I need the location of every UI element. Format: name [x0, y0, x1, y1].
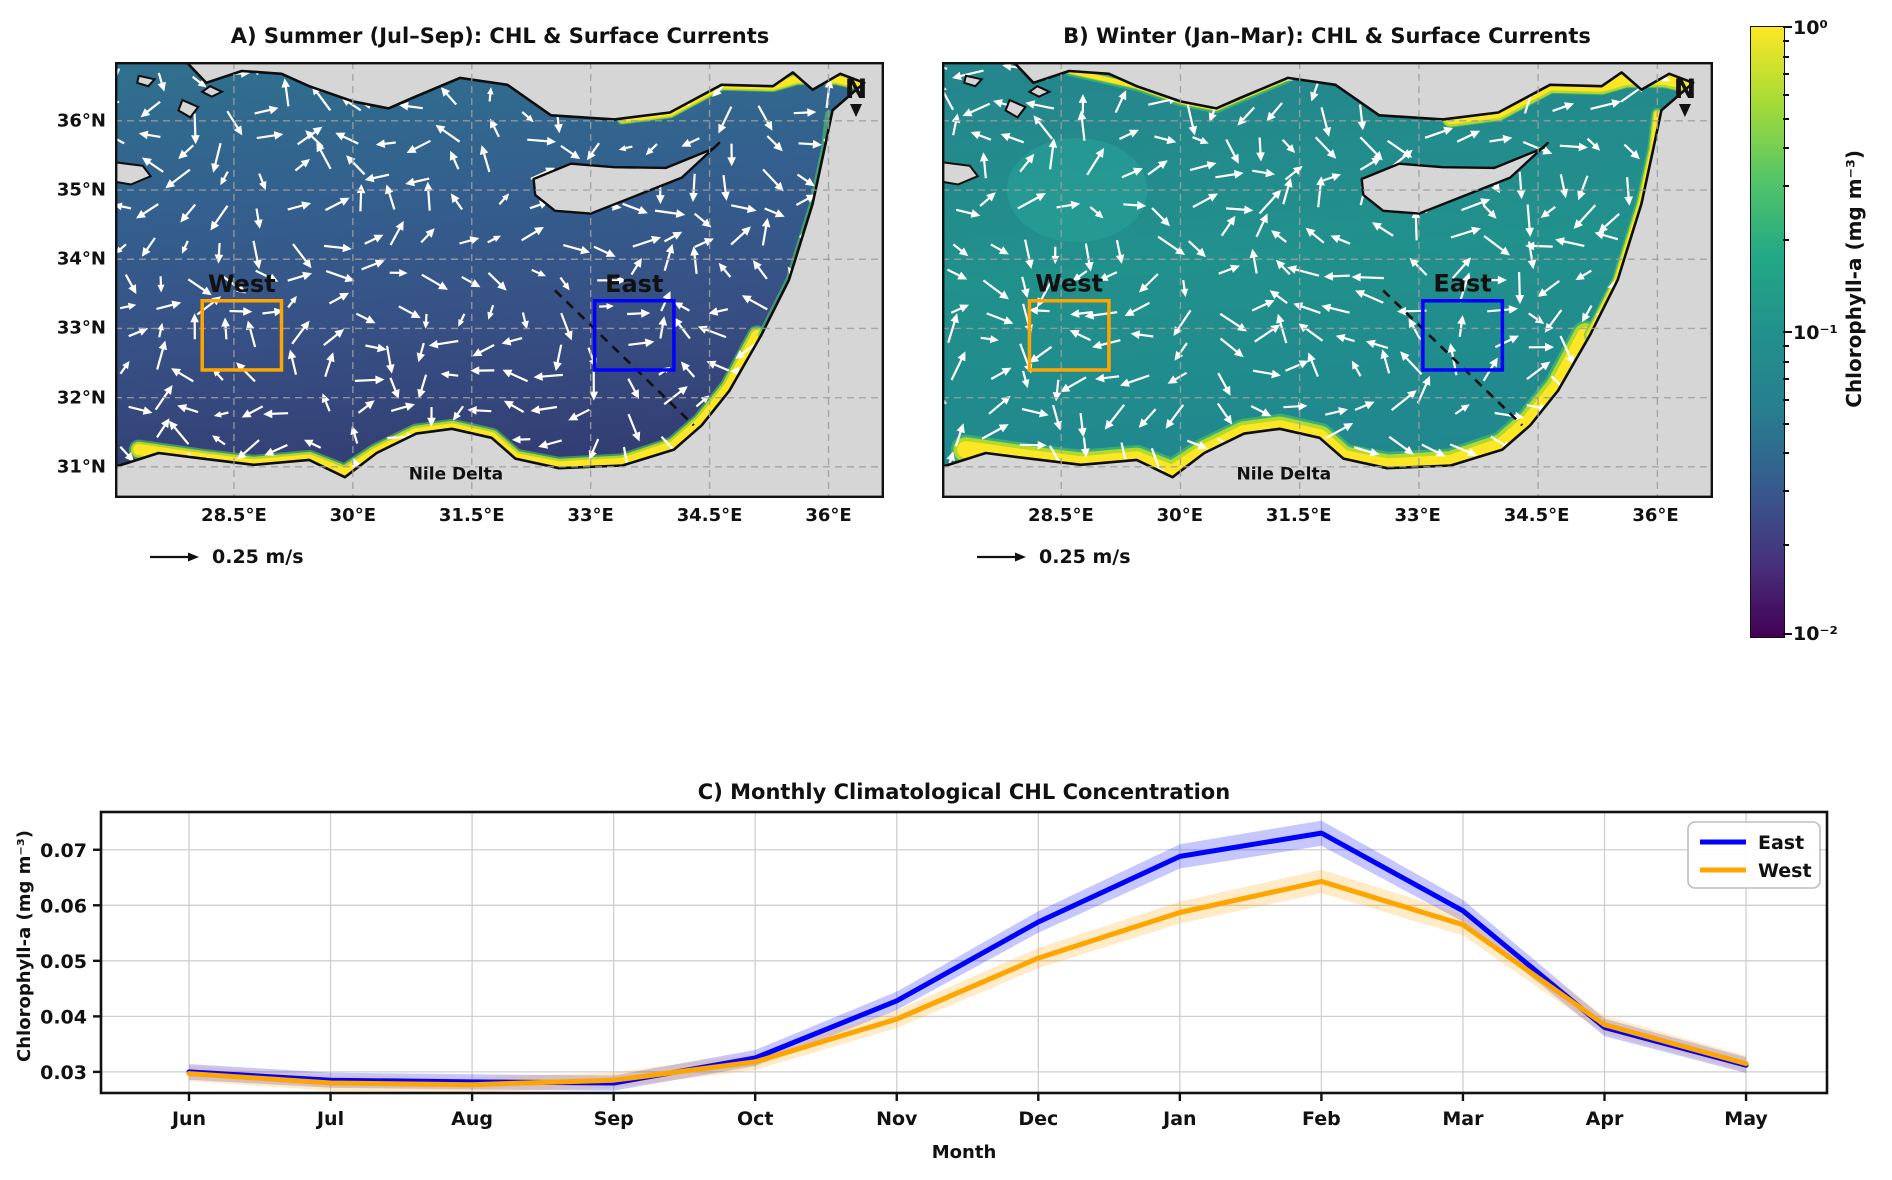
month-tick-label: Apr [1586, 1108, 1624, 1130]
lon-tick: 33°E [1394, 505, 1441, 526]
east-region-label: East [1433, 270, 1491, 298]
lon-tick: 28.5°E [201, 505, 267, 526]
colorbar-minor-tick [1783, 423, 1789, 425]
quiver-key-label: 0.25 m/s [1039, 546, 1131, 568]
east-region-box [592, 299, 676, 372]
colorbar-major-tick [1783, 26, 1792, 29]
lon-tick: 34.5°E [1503, 505, 1570, 526]
month-tick-label: Dec [1018, 1108, 1058, 1130]
month-tick-label: Oct [737, 1108, 774, 1130]
lon-tick: 30°E [1156, 505, 1204, 526]
colorbar-minor-tick [1783, 345, 1789, 347]
quiver-key-label: 0.25 m/s [212, 546, 304, 568]
lat-tick: 34°N [56, 248, 106, 270]
colorbar-tick-top: 10⁰ [1793, 17, 1828, 39]
monthly-chl-chart: 0.03 0.04 0.05 0.06 0.07 Jun Jul Aug Sep Oct Nov De… [40, 810, 1829, 1130]
east-region-box [1421, 299, 1505, 372]
map-summer: West East Nile Delta N [115, 62, 884, 498]
colorbar-minor-tick [1783, 544, 1789, 546]
colorbar-tick-mid: 10⁻¹ [1793, 322, 1838, 344]
lat-tick: 31°N [56, 456, 106, 478]
legend-label-west: West [1758, 860, 1812, 882]
colorbar-minor-tick [1783, 118, 1789, 120]
month-tick-label: May [1724, 1108, 1768, 1130]
lon-tick: 28.5°E [1028, 505, 1094, 526]
month-tick-label: Mar [1442, 1108, 1484, 1130]
west-region-label: West [1035, 270, 1103, 298]
west-line [186, 878, 1749, 1088]
west-region-box [200, 299, 284, 372]
y-tick-label: 0.05 [40, 951, 87, 973]
colorbar-minor-tick [1783, 94, 1789, 96]
lat-tick: 32°N [56, 387, 106, 409]
lon-tick: 33°E [567, 505, 614, 526]
east-confidence-band [189, 820, 1747, 1091]
colorbar-major-tick [1783, 633, 1792, 636]
chart-x-axis-label: Month [931, 1142, 997, 1163]
month-tick-label: Jul [315, 1108, 344, 1130]
legend-label-east: East [1758, 832, 1804, 854]
east-region-label: East [605, 270, 663, 298]
y-tick-label: 0.03 [40, 1062, 87, 1084]
y-tick-label: 0.07 [40, 840, 87, 862]
nile-delta-label: Nile Delta [1236, 464, 1331, 484]
colorbar-minor-tick [1783, 239, 1789, 241]
colorbar-minor-tick [1783, 147, 1789, 149]
west-region-box [1027, 299, 1111, 372]
month-tick-label: Aug [451, 1108, 493, 1130]
quiver-key-a: 0.25 m/s [148, 546, 304, 568]
colorbar-tick-bottom: 10⁻² [1793, 623, 1838, 645]
north-compass-icon [850, 104, 862, 117]
colorbar-minor-tick [1783, 73, 1789, 75]
panel-b-title: B) Winter (Jan–Mar): CHL & Surface Curre… [1063, 24, 1591, 48]
colorbar-major-tick [1783, 331, 1792, 334]
chart-y-axis-label: Chlorophyll-a (mg m⁻³) [14, 830, 35, 1062]
lat-tick: 36°N [56, 110, 106, 132]
east-line [186, 830, 1749, 1086]
west-confidence-band [189, 869, 1747, 1093]
colorbar-minor-tick [1783, 490, 1789, 492]
quiver-key-b: 0.25 m/s [975, 546, 1131, 568]
month-tick-label: Nov [876, 1108, 918, 1130]
north-compass-label: N [845, 74, 868, 105]
lon-tick: 36°E [805, 505, 852, 526]
y-tick-label: 0.06 [40, 895, 87, 917]
colorbar-minor-tick [1783, 361, 1789, 363]
map-winter: West East Nile Delta N [942, 62, 1713, 498]
north-compass-label: N [1674, 74, 1697, 105]
colorbar-minor-tick [1783, 378, 1789, 380]
lon-tick: 30°E [329, 505, 377, 526]
quiver-arrow-icon [977, 552, 1026, 562]
north-compass-icon [1678, 104, 1691, 117]
colorbar [1750, 26, 1785, 638]
month-tick-label: Feb [1302, 1108, 1341, 1130]
panel-c-title: C) Monthly Climatological CHL Concentrat… [697, 780, 1231, 804]
west-region-label: West [208, 270, 276, 298]
month-tick-label: Jun [170, 1108, 206, 1130]
lon-tick: 36°E [1632, 505, 1679, 526]
lon-tick: 34.5°E [676, 505, 743, 526]
colorbar-minor-tick [1783, 185, 1789, 187]
lat-tick: 35°N [56, 179, 106, 201]
panel-a-title: A) Summer (Jul–Sep): CHL & Surface Curre… [230, 24, 770, 48]
month-tick-label: Sep [594, 1108, 634, 1130]
nile-delta-label: Nile Delta [409, 464, 503, 484]
lat-tick: 33°N [56, 317, 106, 339]
colorbar-minor-tick [1783, 452, 1789, 454]
y-tick-label: 0.04 [40, 1006, 87, 1028]
colorbar-minor-tick [1783, 399, 1789, 401]
month-tick-label: Jan [1161, 1108, 1196, 1130]
legend: East West [1687, 821, 1821, 889]
colorbar-minor-tick [1783, 40, 1789, 42]
colorbar-label: Chlorophyll-a (mg m⁻³) [1842, 150, 1866, 408]
lon-tick: 31.5°E [1265, 505, 1332, 526]
quiver-arrow-icon [150, 552, 199, 562]
colorbar-minor-tick [1783, 56, 1789, 58]
lon-tick: 31.5°E [438, 505, 505, 526]
